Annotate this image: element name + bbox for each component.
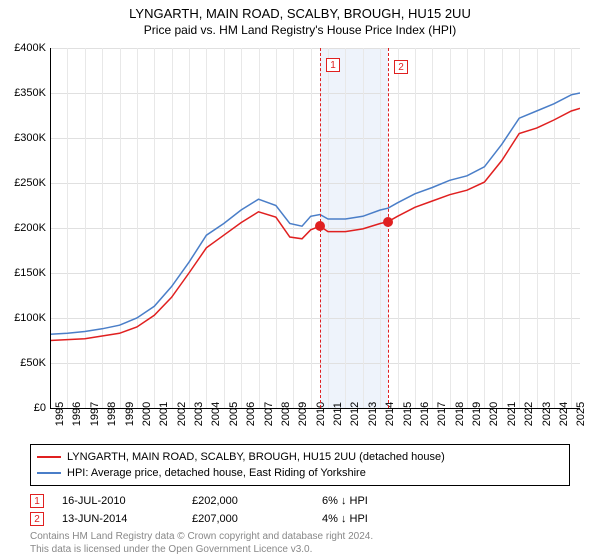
chart-container: LYNGARTH, MAIN ROAD, SCALBY, BROUGH, HU1… xyxy=(0,0,600,560)
x-tick-label: 2013 xyxy=(367,402,379,426)
transaction-row: 1 16-JUL-2010£202,0006% ↓ HPI xyxy=(30,492,580,510)
x-tick-label: 1998 xyxy=(106,402,118,426)
transaction-table: 1 16-JUL-2010£202,0006% ↓ HPI 2 13-JUN-2014… xyxy=(30,492,580,528)
y-tick-label: £300K xyxy=(2,132,46,144)
x-tick-label: 2020 xyxy=(488,402,500,426)
transaction-point xyxy=(315,221,325,231)
x-tick-label: 2006 xyxy=(245,402,257,426)
chart-subtitle: Price paid vs. HM Land Registry's House … xyxy=(0,21,600,37)
x-tick-label: 2001 xyxy=(158,402,170,426)
x-tick-label: 2018 xyxy=(454,402,466,426)
x-tick-label: 2022 xyxy=(523,402,535,426)
x-tick-label: 2007 xyxy=(263,402,275,426)
transaction-row-badge: 1 xyxy=(30,494,44,508)
x-tick-label: 2004 xyxy=(210,402,222,426)
below-chart: LYNGARTH, MAIN ROAD, SCALBY, BROUGH, HU1… xyxy=(30,444,580,528)
y-tick-label: £150K xyxy=(2,267,46,279)
x-tick-label: 2014 xyxy=(384,402,396,426)
x-tick-label: 1996 xyxy=(71,402,83,426)
legend-box: LYNGARTH, MAIN ROAD, SCALBY, BROUGH, HU1… xyxy=(30,444,570,486)
x-tick-label: 1995 xyxy=(54,402,66,426)
series-line xyxy=(50,93,580,334)
plot-area: £0£50K£100K£150K£200K£250K£300K£350K£400… xyxy=(50,48,580,408)
x-tick-label: 2024 xyxy=(558,402,570,426)
transaction-point xyxy=(383,217,393,227)
y-tick-label: £200K xyxy=(2,222,46,234)
x-tick-label: 2005 xyxy=(228,402,240,426)
legend-label: HPI: Average price, detached house, East… xyxy=(67,467,366,479)
transaction-price: £202,000 xyxy=(192,495,322,507)
transaction-date: 16-JUL-2010 xyxy=(62,495,192,507)
y-tick-label: £0 xyxy=(2,402,46,414)
footer-line-2: This data is licensed under the Open Gov… xyxy=(30,544,373,557)
transaction-badge: 1 xyxy=(326,58,340,72)
legend-row: HPI: Average price, detached house, East… xyxy=(37,465,563,481)
x-tick-label: 2025 xyxy=(575,402,587,426)
x-tick-label: 2008 xyxy=(280,402,292,426)
transaction-diff: 4% ↓ HPI xyxy=(322,513,452,525)
x-tick-label: 1999 xyxy=(124,402,136,426)
x-tick-label: 2023 xyxy=(541,402,553,426)
transaction-row: 2 13-JUN-2014£207,0004% ↓ HPI xyxy=(30,510,580,528)
x-tick-label: 1997 xyxy=(89,402,101,426)
x-tick-label: 2011 xyxy=(332,402,344,426)
x-tick-label: 2019 xyxy=(471,402,483,426)
x-tick-label: 2000 xyxy=(141,402,153,426)
chart-title: LYNGARTH, MAIN ROAD, SCALBY, BROUGH, HU1… xyxy=(0,0,600,21)
footer-line-1: Contains HM Land Registry data © Crown c… xyxy=(30,531,373,544)
legend-label: LYNGARTH, MAIN ROAD, SCALBY, BROUGH, HU1… xyxy=(67,451,445,463)
x-tick-label: 2015 xyxy=(402,402,414,426)
transaction-line xyxy=(388,48,389,408)
y-tick-label: £50K xyxy=(2,357,46,369)
transaction-price: £207,000 xyxy=(192,513,322,525)
x-tick-label: 2012 xyxy=(349,402,361,426)
y-tick-label: £400K xyxy=(2,42,46,54)
y-tick-label: £250K xyxy=(2,177,46,189)
transaction-date: 13-JUN-2014 xyxy=(62,513,192,525)
legend-swatch xyxy=(37,472,61,474)
x-tick-label: 2002 xyxy=(176,402,188,426)
x-tick-label: 2017 xyxy=(436,402,448,426)
y-axis xyxy=(50,48,51,408)
x-tick-label: 2016 xyxy=(419,402,431,426)
transaction-row-badge: 2 xyxy=(30,512,44,526)
legend-swatch xyxy=(37,456,61,458)
x-tick-label: 2021 xyxy=(506,402,518,426)
y-tick-label: £350K xyxy=(2,87,46,99)
transaction-badge: 2 xyxy=(394,60,408,74)
transaction-diff: 6% ↓ HPI xyxy=(322,495,452,507)
y-tick-label: £100K xyxy=(2,312,46,324)
footer-text: Contains HM Land Registry data © Crown c… xyxy=(30,531,373,556)
x-tick-label: 2009 xyxy=(297,402,309,426)
x-tick-label: 2003 xyxy=(193,402,205,426)
legend-row: LYNGARTH, MAIN ROAD, SCALBY, BROUGH, HU1… xyxy=(37,449,563,465)
